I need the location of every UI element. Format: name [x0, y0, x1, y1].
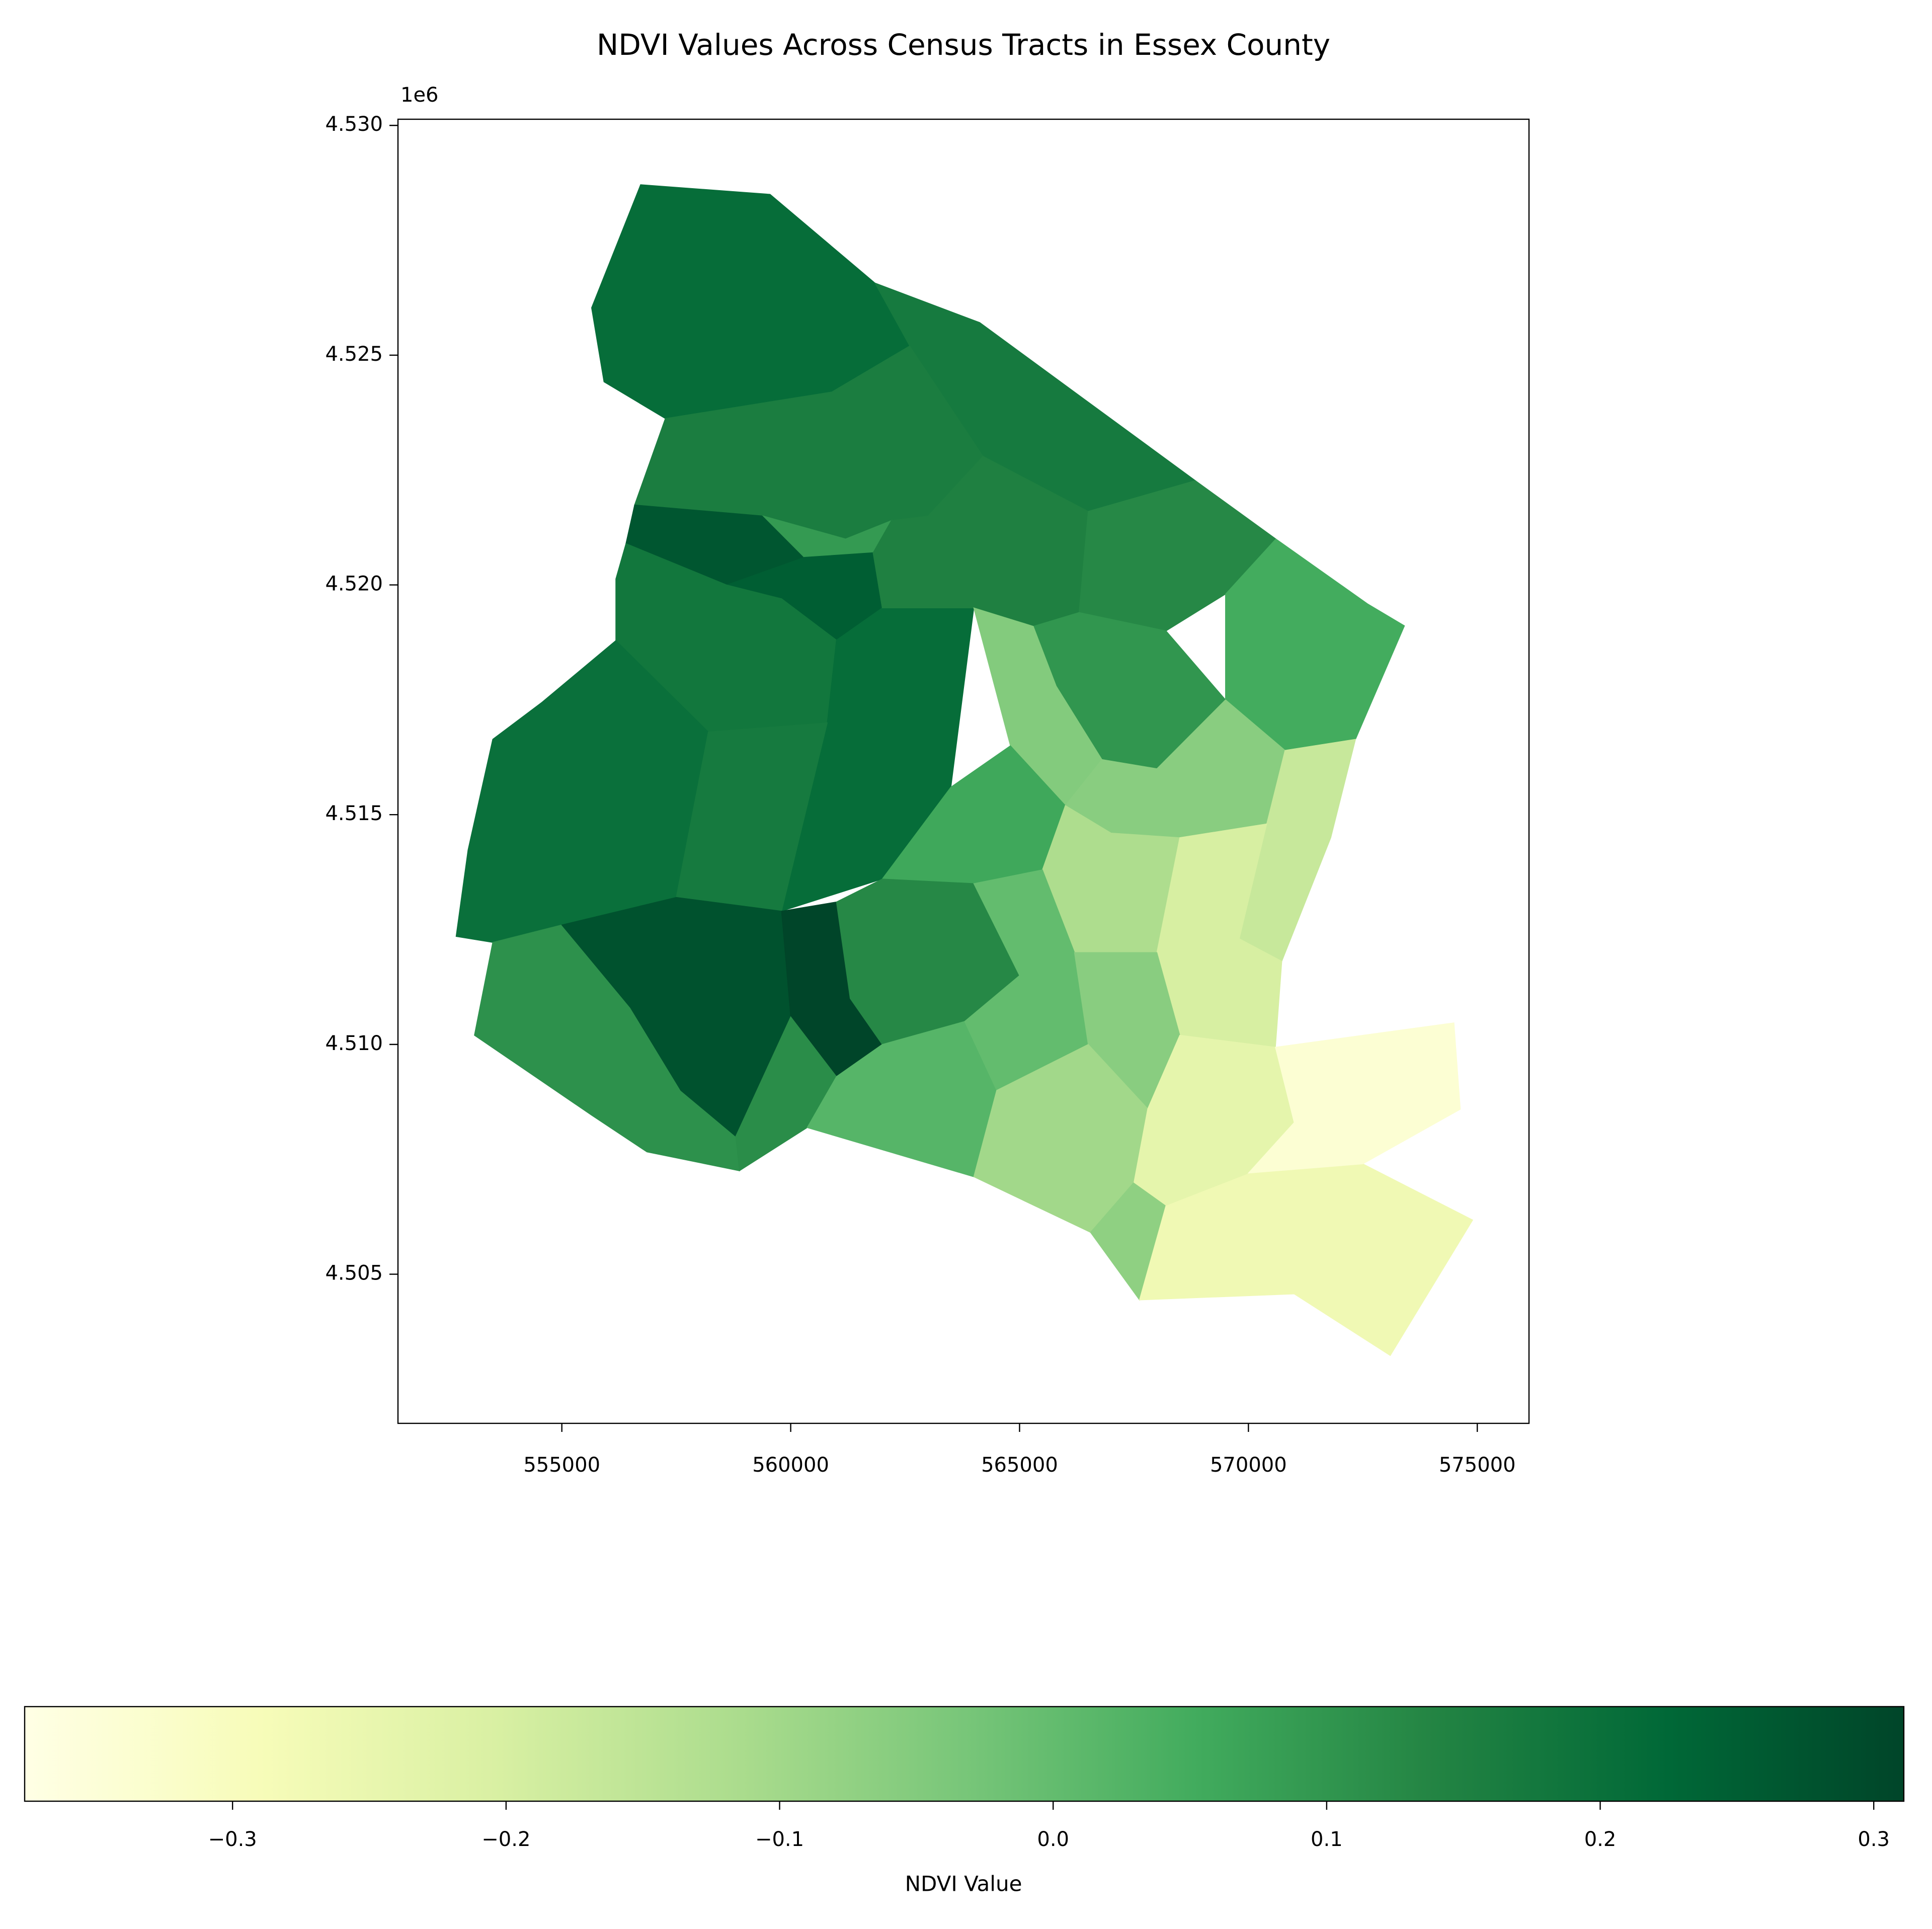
x-tick-label: 575000	[1439, 1454, 1516, 1477]
y-tick-label: 4.515	[325, 802, 383, 825]
y-tick-label: 4.505	[325, 1262, 383, 1285]
census-tract	[1225, 538, 1405, 751]
map	[455, 184, 1474, 1356]
x-tick-label: 565000	[981, 1454, 1058, 1477]
colorbar-label: NDVI Value	[905, 1872, 1022, 1896]
axes-frame	[397, 118, 1530, 1424]
colorbar-tick-label: 0.0	[1037, 1828, 1069, 1851]
colorbar	[24, 1706, 1905, 1802]
y-tick-label: 4.525	[325, 343, 383, 366]
colorbar-tick-label: −0.2	[481, 1828, 530, 1851]
chart-title: NDVI Values Across Census Tracts in Esse…	[597, 28, 1330, 62]
axis-offset-label: 1e6	[400, 84, 439, 107]
y-tick-label: 4.510	[325, 1032, 383, 1055]
colorbar-tick-label: −0.3	[208, 1828, 257, 1851]
x-tick-label: 555000	[523, 1454, 600, 1477]
colorbar-tick-label: 0.1	[1311, 1828, 1343, 1851]
colorbar-tick-label: 0.3	[1858, 1828, 1890, 1851]
census-tract	[1247, 1022, 1461, 1174]
y-tick-label: 4.520	[325, 573, 383, 596]
y-tick-label: 4.530	[325, 113, 383, 136]
colorbar-tick-label: −0.1	[755, 1828, 804, 1851]
x-tick-label: 560000	[752, 1454, 829, 1477]
colorbar-tick-label: 0.2	[1584, 1828, 1617, 1851]
x-tick-label: 570000	[1210, 1454, 1287, 1477]
